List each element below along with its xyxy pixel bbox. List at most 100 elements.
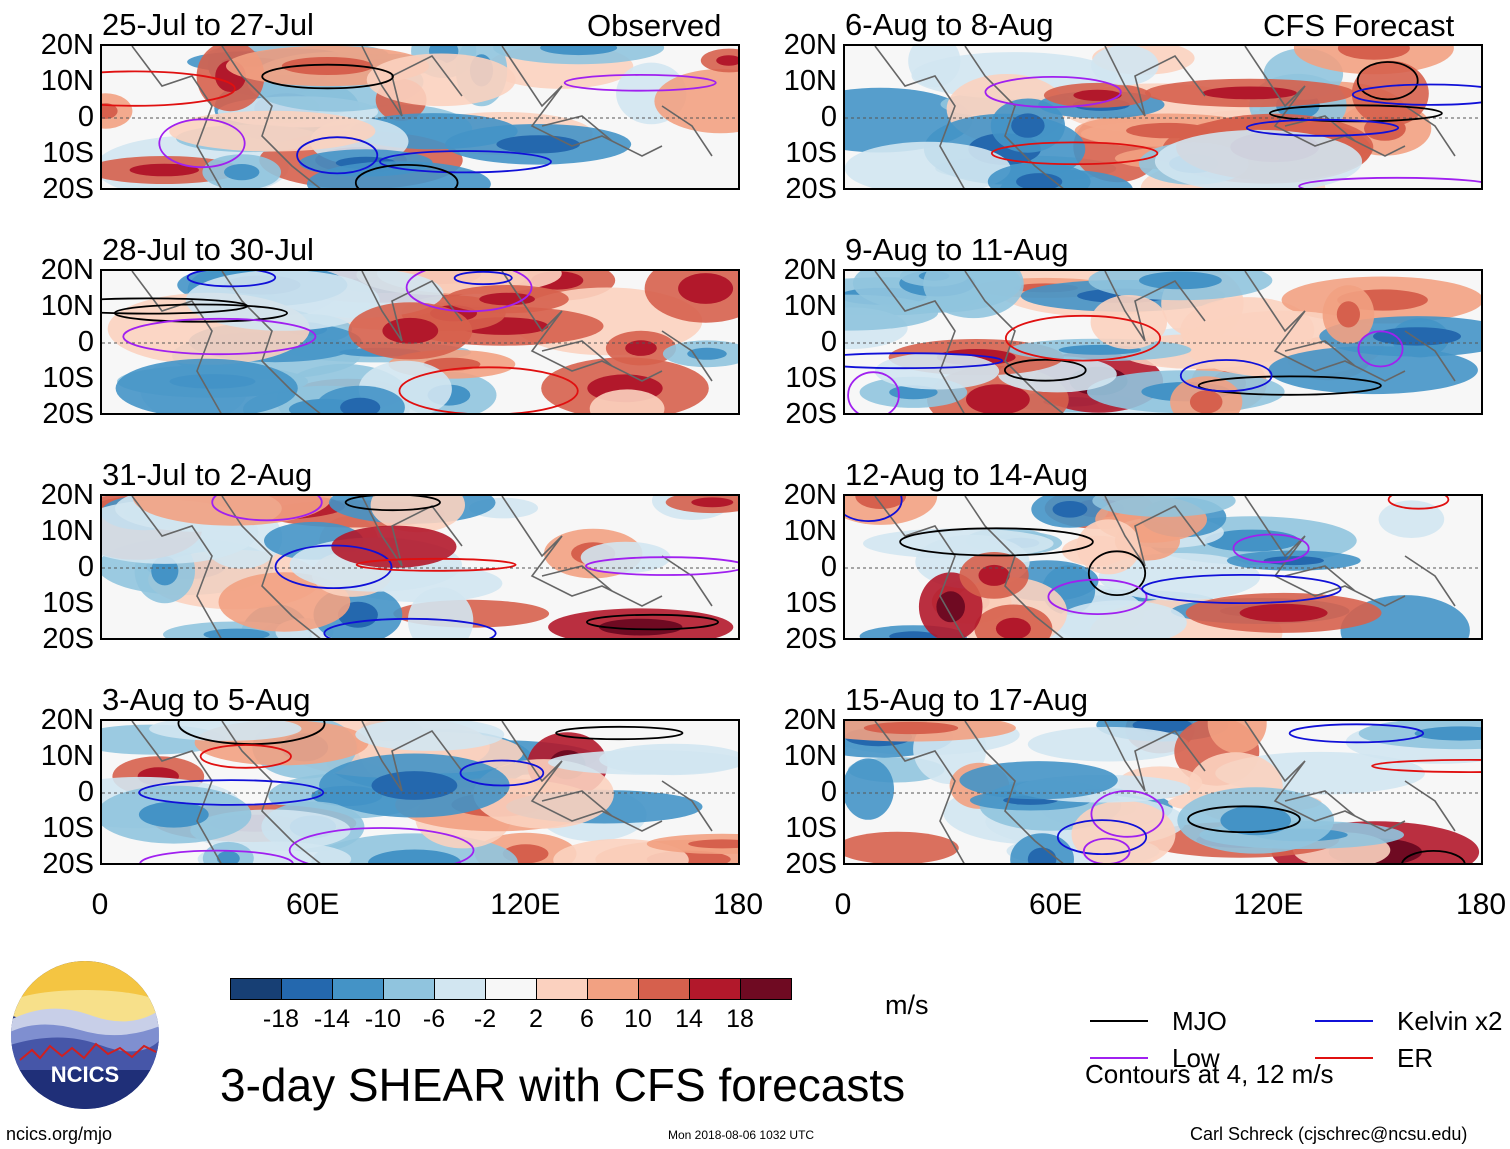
anomaly-shading <box>1268 346 1478 395</box>
y-tick-label: 10N <box>40 65 94 97</box>
colorbar-tick-label: -10 <box>364 1005 402 1033</box>
anomaly-shading-core <box>625 340 657 356</box>
wave-contour <box>288 827 475 863</box>
wave-contour <box>1047 578 1148 615</box>
wave-contour <box>585 613 719 631</box>
anomaly-shading <box>115 358 298 413</box>
legend-label: ER <box>1397 1043 1434 1073</box>
wave-contour <box>1245 118 1400 137</box>
legend-line <box>1315 1057 1373 1059</box>
colorbar-tick-label: 18 <box>726 1005 754 1033</box>
anomaly-shading <box>306 161 491 188</box>
y-tick-label: 10S <box>785 587 837 619</box>
anomaly-shading-core <box>129 163 199 177</box>
wave-contour <box>398 366 579 413</box>
wave-contour <box>1371 759 1481 773</box>
colorbar-tick-label: 6 <box>580 1005 594 1033</box>
wave-contour <box>102 297 249 315</box>
x-tick-label: 120E <box>490 888 561 921</box>
y-tick-label: 20N <box>40 29 94 61</box>
anomaly-shading-core <box>1373 327 1461 346</box>
legend-line <box>1090 1020 1148 1022</box>
x-tick-label: 60E <box>285 888 340 921</box>
y-tick-label: 20S <box>42 623 94 655</box>
wave-contour <box>1197 375 1382 396</box>
shear-map <box>845 46 1481 188</box>
anomaly-shading <box>370 496 465 533</box>
y-tick-label: 20N <box>783 479 837 511</box>
legend-line <box>1090 1057 1148 1059</box>
anomaly-shading <box>1098 553 1261 601</box>
y-tick-label: 0 <box>77 101 94 133</box>
timestamp: Mon 2018-08-06 1032 UTC <box>668 1128 815 1142</box>
shear-map <box>845 271 1481 413</box>
coastline <box>874 46 1456 188</box>
x-tick-label: 120E <box>1233 888 1304 921</box>
ncics-logo: NCICS <box>11 961 159 1109</box>
colorbar-tick-label: 14 <box>675 1005 703 1033</box>
anomaly-shading-core <box>1189 390 1223 413</box>
y-tick-label: 10S <box>42 587 94 619</box>
anomaly-shading-core <box>1263 556 1324 566</box>
y-tick-label: 20N <box>783 704 837 736</box>
anomaly-shading-core <box>978 564 1010 586</box>
wave-contour <box>899 527 1094 557</box>
wave-contour <box>1087 550 1147 596</box>
wave-contour <box>1357 330 1404 368</box>
wave-contour <box>158 118 246 169</box>
x-tick-label: 0 <box>91 888 109 921</box>
legend-note: Contours at 4, 12 m/s <box>1085 1059 1334 1089</box>
anomaly-shading-core <box>1336 301 1360 328</box>
chart-title: 3-day SHEAR with CFS forecasts <box>220 1059 906 1111</box>
anomaly-shading-core <box>102 103 118 119</box>
colorbar-swatch <box>740 978 792 1000</box>
y-tick-label: 10S <box>42 362 94 394</box>
shear-map-panel <box>843 719 1483 865</box>
anomaly-shading <box>1055 600 1187 638</box>
wave-contour <box>211 496 323 522</box>
anomaly-shading <box>355 721 505 751</box>
panel-title: 31-Jul to 2-Aug <box>102 457 313 492</box>
wave-contour <box>1082 837 1131 863</box>
wave-contour <box>323 617 497 638</box>
y-tick-label: 20S <box>42 173 94 205</box>
colorbar-swatch <box>638 978 690 1000</box>
panel-title: 6-Aug to 8-Aug <box>845 7 1054 42</box>
wave-contour <box>845 352 1004 370</box>
coastline <box>874 721 1456 863</box>
anomaly-shading-core <box>216 851 240 863</box>
y-tick-label: 0 <box>820 101 837 133</box>
anomaly-shading-core <box>340 397 381 413</box>
y-tick-label: 20N <box>40 479 94 511</box>
anomaly-shading-core <box>716 55 738 66</box>
anomaly-shading-core <box>688 839 738 849</box>
anomaly-shading <box>1091 46 1159 86</box>
y-tick-label: 20S <box>785 173 837 205</box>
anomaly-shading-core <box>1337 46 1410 60</box>
x-tick-label: 180 <box>1455 888 1507 921</box>
anomaly-shading <box>1071 800 1176 863</box>
anomaly-shading-core <box>1011 113 1045 138</box>
site-url[interactable]: ncics.org/mjo <box>6 1124 113 1144</box>
wave-contour <box>1351 83 1481 106</box>
coastline <box>131 496 713 638</box>
shear-map <box>102 46 738 188</box>
panel-title: 12-Aug to 14-Aug <box>845 457 1089 492</box>
wave-contour <box>1401 850 1466 863</box>
wave-contour <box>1187 805 1301 833</box>
y-tick-label: 0 <box>820 776 837 808</box>
y-tick-label: 10S <box>785 362 837 394</box>
y-tick-label: 20N <box>783 254 837 286</box>
colorbar-swatch <box>587 978 639 1000</box>
anomaly-shading-core <box>382 317 439 344</box>
anomaly-shading <box>654 69 738 134</box>
shear-map-panel <box>100 719 740 865</box>
anomaly-shading <box>845 758 894 820</box>
anomaly-shading <box>1154 129 1363 188</box>
anomaly-shading-core <box>203 628 270 638</box>
anomaly-shading <box>149 721 302 741</box>
y-tick-label: 10S <box>42 812 94 844</box>
colorbar-swatch <box>689 978 741 1000</box>
coastline <box>131 46 713 188</box>
y-tick-label: 10N <box>40 740 94 772</box>
